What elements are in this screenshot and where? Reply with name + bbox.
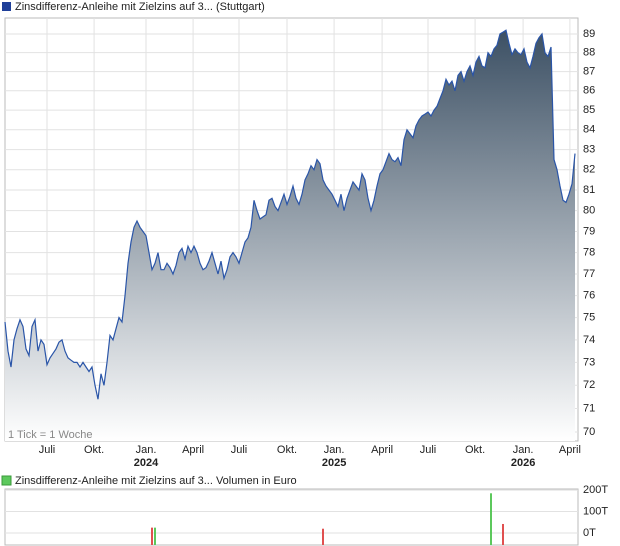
y-tick-label: 88 [583,47,595,59]
x-tick-label: Jan. [324,444,345,456]
plot-frame [4,488,579,546]
y-tick-label: 0T [583,527,596,539]
x-tick-label: Juli [39,444,56,456]
legend-swatch [2,2,11,11]
y-tick-label: 72 [583,379,595,391]
y-tick-label: 83 [583,144,595,156]
x-tick-label: Juli [231,444,248,456]
y-tick-label: 80 [583,205,595,217]
y-tick-label: 75 [583,312,595,324]
y-tick-label: 71 [583,402,595,414]
y-tick-label: 81 [583,184,595,196]
x-tick-label: Okt. [84,444,104,456]
y-tick-label: 84 [583,124,595,136]
y-tick-label: 70 [583,426,595,438]
y-tick-label: 100T [583,505,608,517]
y-tick-label: 78 [583,247,595,259]
chart-title: Zinsdifferenz-Anleihe mit Zielzins auf 3… [15,475,297,487]
volume-bar [322,528,324,545]
y-tick-label: 73 [583,356,595,368]
x-tick-label: Juli [420,444,437,456]
volume-bar [154,527,156,545]
volume-bar [502,523,504,545]
y-tick-label: 86 [583,85,595,97]
x-tick-label: Jan. [136,444,157,456]
x-year-label: 2025 [322,457,346,469]
area [5,30,575,441]
x-tick-label: Okt. [277,444,297,456]
x-tick-label: April [371,444,393,456]
y-tick-label: 87 [583,66,595,78]
x-tick-label: April [182,444,204,456]
x-tick-label: April [559,444,581,456]
y-tick-label: 85 [583,104,595,116]
line [4,29,576,400]
y-tick-label: 200T [583,484,608,496]
y-tick-label: 74 [583,334,595,346]
volume-bar [490,493,492,545]
y-tick-label: 79 [583,225,595,237]
x-tick-label: Jan. [513,444,534,456]
y-tick-label: 76 [583,290,595,302]
legend-swatch [1,475,12,486]
x-year-label: 2026 [511,457,535,469]
y-tick-label: 89 [583,28,595,40]
chart-title: Zinsdifferenz-Anleihe mit Zielzins auf 3… [15,1,265,13]
x-year-label: 2024 [134,457,159,469]
y-tick-label: 82 [583,164,595,176]
y-tick-label: 77 [583,268,595,280]
x-tick-label: Okt. [465,444,485,456]
note: 1 Tick = 1 Woche [8,429,92,441]
volume-bar [151,527,153,545]
